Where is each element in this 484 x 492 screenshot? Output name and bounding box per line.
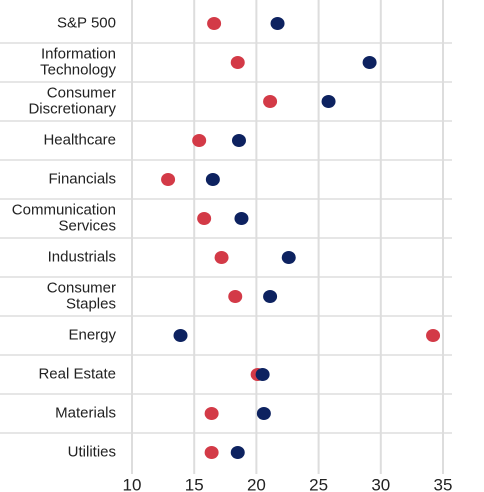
dot [255, 368, 270, 381]
category-label: Materials [55, 404, 116, 421]
x-tick-label: 25 [309, 475, 328, 492]
dot [214, 251, 229, 264]
dot [161, 173, 176, 186]
dot [234, 212, 249, 225]
dot [230, 56, 245, 69]
category-label: Real Estate [38, 365, 116, 382]
dot [281, 251, 296, 264]
x-tick-label: 30 [371, 475, 390, 492]
dot [270, 17, 285, 30]
dot [256, 407, 271, 420]
dot [207, 17, 222, 30]
category-label: Consumer Discretionary [28, 84, 116, 117]
dot [321, 95, 336, 108]
dot [263, 290, 278, 303]
category-label: Healthcare [43, 131, 116, 148]
dot [263, 95, 278, 108]
dot [192, 134, 207, 147]
category-label: Consumer Staples [47, 279, 116, 312]
category-label: Information Technology [40, 45, 116, 78]
dot [362, 56, 377, 69]
category-label: Financials [48, 170, 116, 187]
dot [230, 446, 245, 459]
category-label: Communication Services [12, 201, 116, 234]
x-tick-label: 35 [434, 475, 453, 492]
dot [231, 134, 246, 147]
category-label: Energy [68, 326, 116, 343]
dot [426, 329, 441, 342]
dot [204, 446, 219, 459]
x-tick-label: 15 [185, 475, 204, 492]
dot [205, 173, 220, 186]
category-label: S&P 500 [57, 14, 116, 31]
category-label: Industrials [48, 248, 116, 265]
category-label: Utilities [68, 443, 116, 460]
dot [173, 329, 188, 342]
x-tick-label: 20 [247, 475, 266, 492]
dot [228, 290, 243, 303]
dot [204, 407, 219, 420]
dot [197, 212, 212, 225]
x-tick-label: 10 [123, 475, 142, 492]
